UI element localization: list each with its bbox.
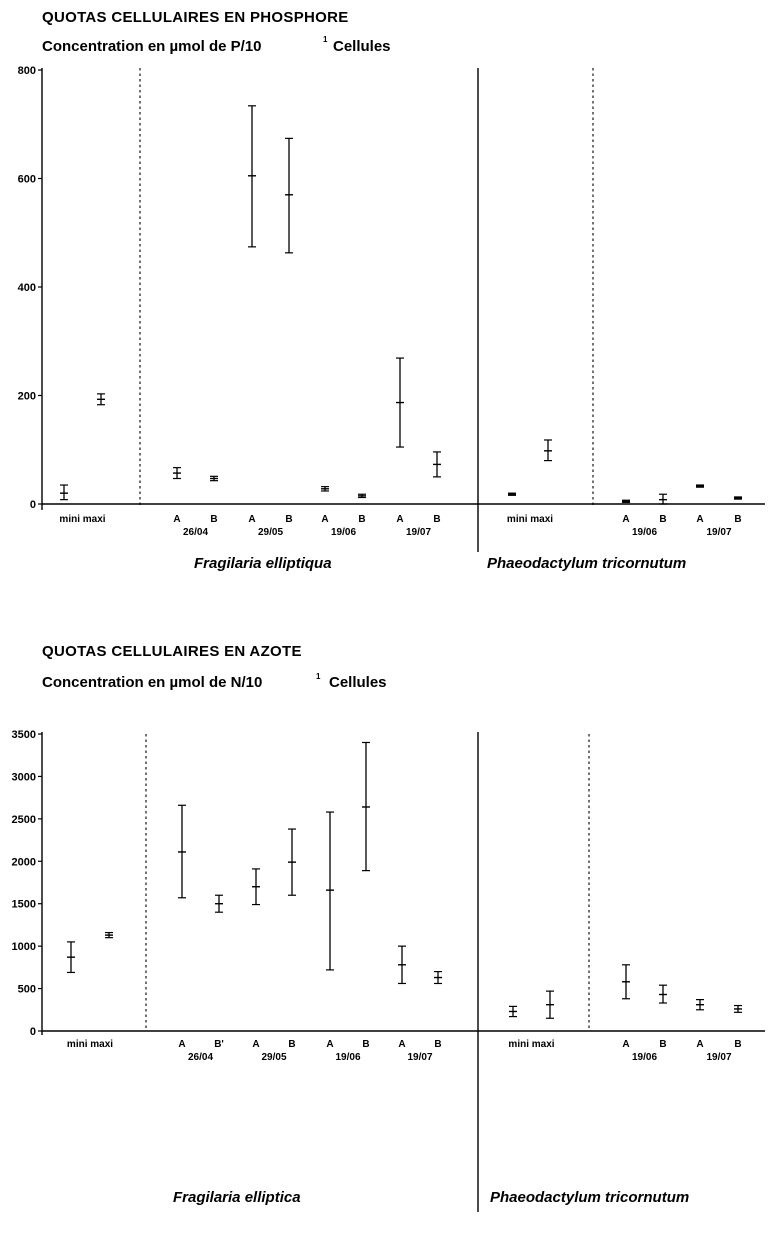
category-label: B' (214, 1039, 224, 1050)
category-label: B (434, 1039, 441, 1050)
category-label: B (734, 514, 741, 525)
category-label: B (285, 514, 292, 525)
y-tick-label: 2000 (12, 856, 36, 868)
date-label: 19/06 (331, 527, 356, 538)
date-label: 19/06 (632, 527, 657, 538)
category-label: A (398, 1039, 405, 1050)
y-tick-label: 600 (18, 174, 36, 186)
category-label: A (396, 514, 403, 525)
date-label: 26/04 (183, 527, 208, 538)
category-label: A (326, 1039, 333, 1050)
category-label: A (248, 514, 255, 525)
group-label-minmax: mini maxi (67, 1039, 113, 1050)
species-name: Phaeodactylum tricornutum (490, 1189, 689, 1206)
category-label: A (321, 514, 328, 525)
category-label: B (210, 514, 217, 525)
group-label-minmax: mini maxi (508, 1039, 554, 1050)
date-label: 19/06 (335, 1052, 360, 1063)
category-label: A (696, 1039, 703, 1050)
y-tick-label: 0 (30, 499, 36, 511)
date-label: 19/07 (706, 527, 731, 538)
chart-subtitle-unit: Cellules (333, 38, 391, 55)
y-tick-label: 3500 (12, 729, 36, 741)
category-label: B (362, 1039, 369, 1050)
species-name: Fragilaria elliptiqua (194, 555, 332, 572)
category-label: B (734, 1039, 741, 1050)
subtitle-exponent: 1 (323, 35, 328, 44)
date-label: 19/07 (706, 1052, 731, 1063)
y-tick-label: 1500 (12, 899, 36, 911)
category-label: B (659, 1039, 666, 1050)
date-label: 19/06 (632, 1052, 657, 1063)
nitrogen-chart: QUOTAS CELLULAIRES EN AZOTE Concentration… (12, 643, 765, 1212)
category-label: A (622, 1039, 629, 1050)
date-label: 19/07 (406, 527, 431, 538)
category-label: A (622, 514, 629, 525)
chart-subtitle: Concentration en µmol de P/10 (42, 38, 262, 55)
category-label: A (252, 1039, 259, 1050)
date-label: 29/05 (258, 527, 283, 538)
y-tick-label: 500 (18, 984, 36, 996)
category-label: B (433, 514, 440, 525)
category-label: A (178, 1039, 185, 1050)
species-name: Phaeodactylum tricornutum (487, 555, 686, 572)
category-label: B (358, 514, 365, 525)
chart-subtitle: Concentration en µmol de N/10 (42, 674, 262, 691)
group-label-minmax: mini maxi (59, 514, 105, 525)
y-tick-label: 1000 (12, 941, 36, 953)
category-label: B (659, 514, 666, 525)
group-label-minmax: mini maxi (507, 514, 553, 525)
phosphorus-chart: QUOTAS CELLULAIRES EN PHOSPHORE Concentra… (18, 9, 765, 572)
chart-title: QUOTAS CELLULAIRES EN PHOSPHORE (42, 9, 349, 26)
chart-subtitle-unit: Cellules (329, 674, 387, 691)
y-tick-label: 800 (18, 65, 36, 77)
category-label: A (696, 514, 703, 525)
date-label: 19/07 (407, 1052, 432, 1063)
date-label: 26/04 (188, 1052, 213, 1063)
y-tick-label: 0 (30, 1026, 36, 1038)
date-label: 29/05 (261, 1052, 286, 1063)
chart-title: QUOTAS CELLULAIRES EN AZOTE (42, 643, 302, 660)
y-tick-label: 2500 (12, 814, 36, 826)
category-label: A (173, 514, 180, 525)
category-label: B (288, 1039, 295, 1050)
subtitle-exponent: 1 (316, 672, 321, 681)
species-name: Fragilaria elliptica (173, 1189, 301, 1206)
y-tick-label: 400 (18, 282, 36, 294)
y-tick-label: 3000 (12, 771, 36, 783)
y-tick-label: 200 (18, 391, 36, 403)
